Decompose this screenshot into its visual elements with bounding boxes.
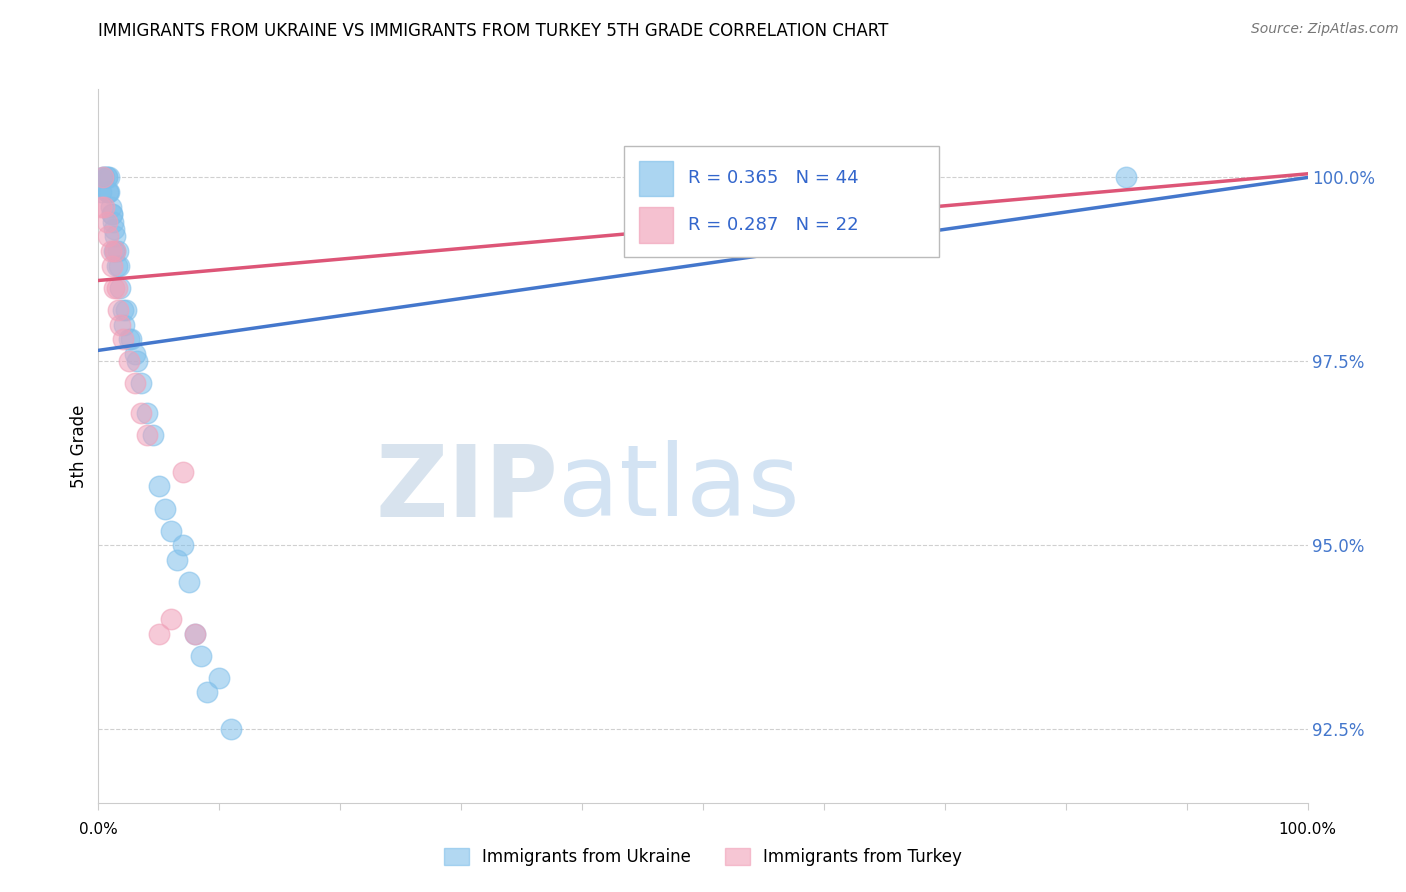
Point <box>108 318 131 332</box>
Point <box>107 244 129 258</box>
Point <box>103 281 125 295</box>
Point <box>105 259 128 273</box>
Point <box>195 685 218 699</box>
Point <box>100 259 122 273</box>
Point <box>160 612 183 626</box>
Point <box>166 553 188 567</box>
Point <box>104 244 127 258</box>
Point <box>111 332 134 346</box>
Text: atlas: atlas <box>558 441 800 537</box>
Point <box>104 244 127 258</box>
Point <box>135 428 157 442</box>
Point <box>179 575 201 590</box>
Y-axis label: 5th Grade: 5th Grade <box>70 404 89 488</box>
Point <box>172 465 194 479</box>
Legend: Immigrants from Ukraine, Immigrants from Turkey: Immigrants from Ukraine, Immigrants from… <box>436 840 970 875</box>
Text: 0.0%: 0.0% <box>79 822 118 837</box>
Point <box>153 501 176 516</box>
Text: R = 0.365   N = 44: R = 0.365 N = 44 <box>689 169 859 187</box>
Point <box>190 648 212 663</box>
Point <box>129 376 152 391</box>
FancyBboxPatch shape <box>638 161 673 196</box>
Point <box>90 200 112 214</box>
Point <box>135 406 157 420</box>
Point <box>813 170 835 185</box>
Text: 100.0%: 100.0% <box>1278 822 1337 837</box>
Point <box>184 626 207 640</box>
Point <box>142 428 165 442</box>
Point <box>1115 170 1137 185</box>
Point <box>111 302 134 317</box>
Point <box>104 229 127 244</box>
Point <box>96 170 118 185</box>
Point <box>100 244 122 258</box>
FancyBboxPatch shape <box>638 207 673 243</box>
Point <box>148 479 170 493</box>
Point <box>100 207 122 221</box>
Point <box>90 185 112 199</box>
Point <box>221 723 243 737</box>
Point <box>124 347 146 361</box>
Point <box>120 332 142 346</box>
Text: IMMIGRANTS FROM UKRAINE VS IMMIGRANTS FROM TURKEY 5TH GRADE CORRELATION CHART: IMMIGRANTS FROM UKRAINE VS IMMIGRANTS FR… <box>98 22 889 40</box>
Point <box>208 671 231 685</box>
Point <box>107 302 129 317</box>
Point <box>115 302 138 317</box>
FancyBboxPatch shape <box>624 146 939 257</box>
Point <box>124 376 146 391</box>
Point <box>93 200 115 214</box>
Point <box>98 170 121 185</box>
Point <box>118 354 141 368</box>
Point <box>98 185 121 199</box>
Text: Source: ZipAtlas.com: Source: ZipAtlas.com <box>1251 22 1399 37</box>
Point <box>172 538 194 552</box>
Point <box>127 354 149 368</box>
Point <box>813 170 835 185</box>
Point <box>101 214 124 228</box>
Point <box>105 281 128 295</box>
Point <box>100 207 122 221</box>
Point <box>93 170 115 185</box>
Point <box>97 185 120 199</box>
Point <box>160 524 183 538</box>
Point <box>112 318 135 332</box>
Point <box>91 170 114 185</box>
Text: R = 0.287   N = 22: R = 0.287 N = 22 <box>689 216 859 234</box>
Point <box>91 170 114 185</box>
Point <box>96 214 118 228</box>
Point <box>108 281 131 295</box>
Text: ZIP: ZIP <box>375 441 558 537</box>
Point <box>129 406 152 420</box>
Point <box>148 626 170 640</box>
Point <box>103 244 125 258</box>
Point <box>118 332 141 346</box>
Point <box>96 170 118 185</box>
Point <box>103 222 125 236</box>
Point <box>100 200 122 214</box>
Point <box>108 259 131 273</box>
Point <box>97 185 120 199</box>
Point <box>97 229 120 244</box>
Point <box>184 626 207 640</box>
